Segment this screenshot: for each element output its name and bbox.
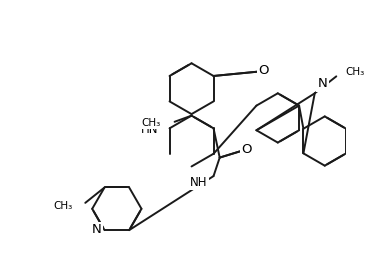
Text: N: N — [92, 223, 101, 236]
Text: O: O — [241, 143, 252, 157]
Text: O: O — [258, 64, 268, 77]
Text: CH₃: CH₃ — [346, 67, 365, 77]
Text: N: N — [318, 77, 328, 90]
Text: CH₃: CH₃ — [142, 118, 161, 128]
Text: HN: HN — [141, 123, 159, 136]
Text: CH₃: CH₃ — [54, 201, 73, 211]
Text: NH: NH — [190, 176, 208, 189]
